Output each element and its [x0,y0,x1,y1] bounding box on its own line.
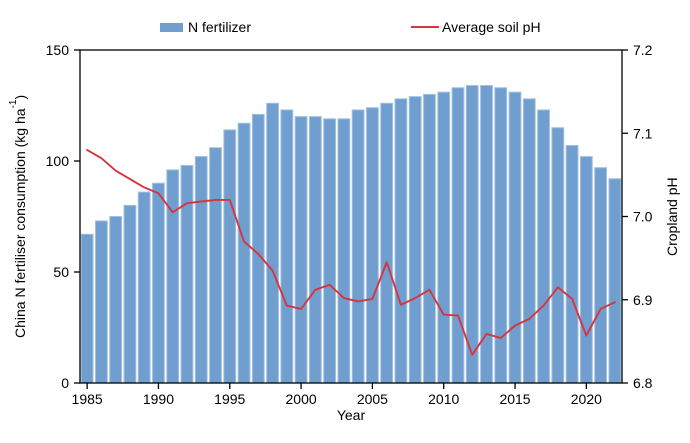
x-tick-label: 1995 [214,391,245,407]
legend-label-n-fertilizer: N fertilizer [188,19,252,35]
superscript-exponent: -1 [8,99,20,109]
bar-2021 [594,167,608,384]
bar-1985 [80,233,94,384]
bar-2003 [337,118,351,384]
x-axis-label: Year [336,407,366,423]
x-tick-label: 2010 [428,391,459,407]
bar-2016 [522,98,536,384]
y-left-tick-label: 50 [53,264,69,280]
bar-2020 [579,156,593,384]
bar-2005 [365,107,379,384]
bar-1994 [209,147,222,384]
x-tick-label: 1985 [72,391,103,407]
bar-2009 [423,93,436,384]
bar-2011 [451,87,465,384]
x-tick-label: 1990 [143,391,174,407]
bar-2017 [537,109,550,384]
bar-2001 [308,116,322,384]
legend-item-soil-ph: Average soil pH [411,18,541,36]
bar-2004 [351,109,365,384]
bar-1998 [266,102,279,384]
bar-2018 [551,127,565,384]
bar-1989 [137,191,151,384]
bar-1987 [109,216,123,384]
bar-1999 [280,109,294,384]
bar-1988 [123,204,137,384]
line-swatch-icon [411,26,439,28]
left-axis-label: China N fertiliser consumption (kg ha-1) [8,94,28,339]
y-left-tick-label: 100 [46,153,70,169]
bar-1997 [251,113,265,384]
right-axis-label: Cropland pH [664,177,680,256]
bar-2015 [508,91,522,384]
y-right-tick-label: 7.1 [633,125,653,141]
bar-2002 [323,118,337,384]
bar-2019 [565,144,579,384]
bar-2010 [437,91,451,384]
bar-1986 [94,220,108,384]
bar-1993 [194,156,208,384]
x-tick-label: 2020 [571,391,602,407]
legend-item-n-fertilizer: N fertilizer [160,18,251,36]
y-left-tick-label: 150 [46,42,70,58]
legend-label-soil-ph: Average soil pH [442,19,541,35]
y-right-tick-label: 6.8 [633,375,653,391]
x-tick-label: 2000 [286,391,317,407]
bar-2012 [465,85,479,384]
bar-2008 [408,96,422,384]
bar-1991 [166,169,180,384]
bar-2007 [394,98,408,384]
x-tick-label: 2005 [357,391,388,407]
bar-1990 [152,182,165,384]
bar-2000 [294,116,308,384]
bar-1996 [237,122,251,384]
bar-swatch-icon [160,22,183,32]
y-right-tick-label: 6.9 [633,292,653,308]
y-right-tick-label: 7.2 [633,42,653,58]
bar-1995 [223,129,237,384]
x-tick-label: 2015 [499,391,530,407]
soil-ph-line [86,148,616,356]
y-right-tick-label: 7.0 [633,209,653,225]
y-left-tick-label: 0 [61,375,69,391]
bar-2022 [608,178,622,384]
bar-1992 [180,164,194,384]
bar-2006 [380,102,394,384]
